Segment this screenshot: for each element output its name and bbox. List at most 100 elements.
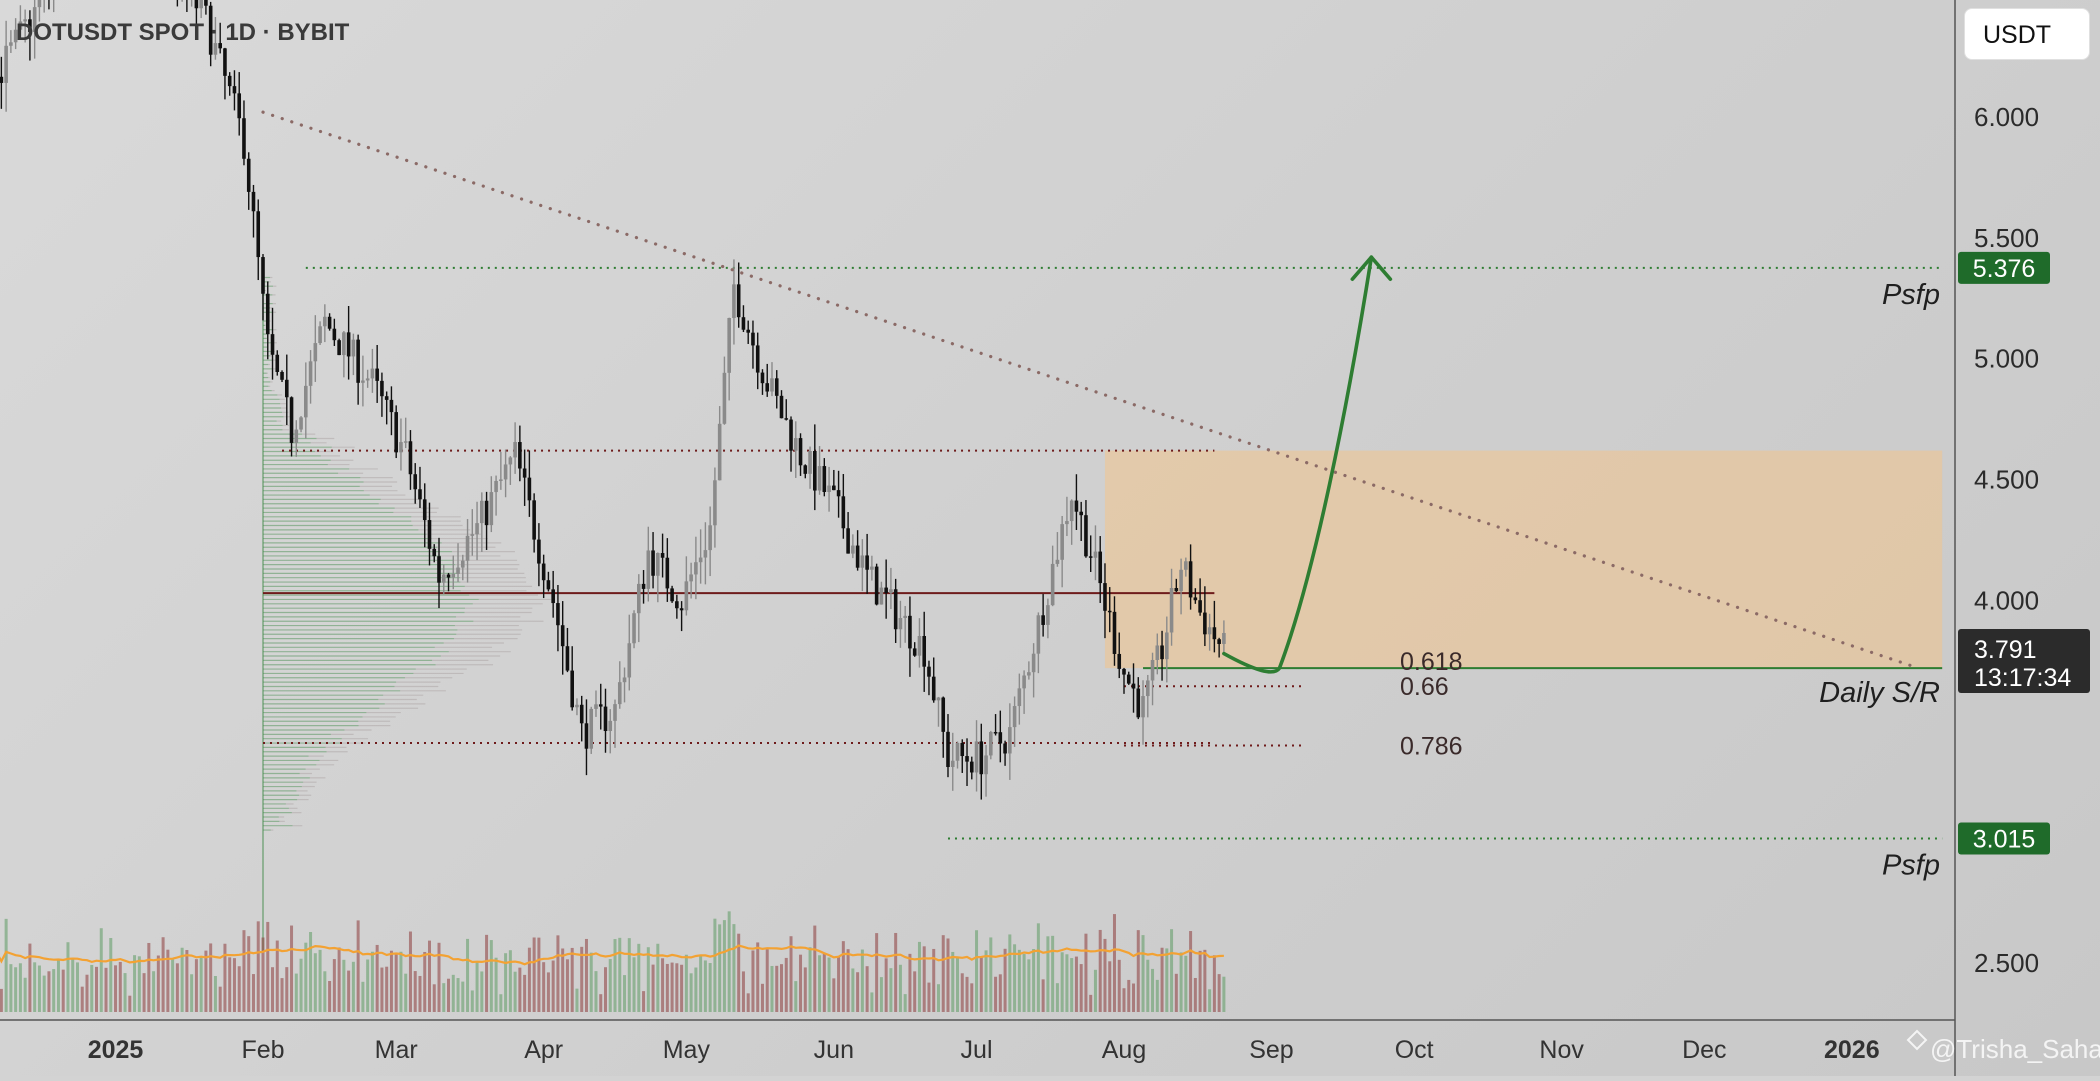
candle-body <box>832 485 836 491</box>
candle-body <box>879 587 884 605</box>
projection-arrow <box>1222 255 1374 674</box>
candle-body <box>779 395 784 419</box>
candle-body <box>413 474 418 490</box>
candle-body <box>1165 632 1169 660</box>
volume-bar <box>989 937 993 1012</box>
volume-bar <box>42 975 46 1012</box>
volume-bar <box>894 932 898 1012</box>
candle-body <box>675 601 679 609</box>
candle-body <box>774 378 779 396</box>
volume-bar <box>1036 923 1040 1012</box>
volume-bar <box>475 961 479 1012</box>
volume-bar <box>780 964 784 1012</box>
candle-body <box>1041 615 1045 625</box>
candle-body <box>418 489 422 500</box>
volume-bar <box>251 974 255 1012</box>
volume-bar <box>1136 930 1140 1012</box>
candle-body <box>332 328 337 341</box>
volume-bar <box>803 967 807 1012</box>
volume-bar <box>418 975 422 1012</box>
volume-bar <box>546 972 550 1012</box>
currency-button[interactable]: USDT <box>1964 8 2090 60</box>
volume-bar <box>1208 989 1212 1012</box>
volume-bar <box>1117 959 1121 1012</box>
price-badge-5.376: 5.376 <box>1958 251 2050 284</box>
candle-body <box>765 383 770 392</box>
candle-body <box>4 45 8 83</box>
candle-body <box>361 380 365 383</box>
volume-bar <box>218 986 222 1012</box>
volume-bar <box>623 975 627 1012</box>
volume-ma-line <box>0 944 1224 966</box>
candle-body <box>1008 727 1012 754</box>
volume-bar <box>1198 950 1202 1012</box>
candle-body <box>912 648 917 656</box>
candle-body <box>627 643 632 678</box>
price-tick-label: 5.000 <box>1974 344 2039 374</box>
volume-bar <box>570 947 574 1012</box>
candle-body <box>456 567 460 574</box>
candle-body <box>304 385 308 418</box>
volume-bar <box>694 967 698 1012</box>
volume-bar <box>299 958 303 1012</box>
candle-body <box>475 523 479 535</box>
volume-bar <box>561 948 565 1012</box>
volume-bar <box>1122 988 1126 1012</box>
zone-layer <box>1104 450 1943 669</box>
volume-bar <box>708 963 712 1012</box>
candle-body <box>384 396 389 400</box>
volume-bar <box>518 967 522 1012</box>
fib-label-0.618: 0.618 <box>1400 648 1463 676</box>
candle-body <box>793 438 798 451</box>
candle-body <box>760 372 765 384</box>
volume-bar <box>599 994 603 1012</box>
volume-bar <box>580 946 584 1012</box>
candle-body <box>370 368 375 379</box>
price-tick-label: 2.500 <box>1974 948 2039 978</box>
volume-bar <box>437 942 441 1012</box>
candle-body <box>751 332 755 346</box>
candle-body <box>32 7 37 32</box>
volume-bar <box>784 957 788 1012</box>
candle-body <box>798 438 803 466</box>
volume-bar <box>123 973 127 1012</box>
volume-bar <box>180 947 184 1012</box>
volume-bar <box>18 963 22 1012</box>
volume-bar <box>713 918 717 1012</box>
candle-body <box>375 368 379 381</box>
candle-body <box>522 468 527 478</box>
volume-bar <box>47 971 51 1012</box>
current-price-bg <box>1958 628 2090 693</box>
candle-body <box>1188 561 1193 598</box>
volume-bar <box>1041 979 1045 1012</box>
candle-body <box>546 580 551 590</box>
volume-bar <box>1179 952 1183 1012</box>
candle-body <box>622 677 627 683</box>
volume-bar <box>247 936 251 1012</box>
volume-bar <box>1098 929 1102 1012</box>
candle-body <box>917 636 922 656</box>
date-tick-label: Feb <box>241 1036 284 1064</box>
volume-bar <box>789 936 793 1012</box>
volume-bar <box>841 941 845 1012</box>
candle-body <box>18 21 23 30</box>
candle-body <box>532 500 536 540</box>
volume-bar <box>956 957 960 1012</box>
fib-label-0.786: 0.786 <box>1400 732 1463 760</box>
volume-bar <box>456 978 460 1012</box>
volume-bar <box>670 962 674 1012</box>
volume-bar <box>266 921 270 1012</box>
volume-bar <box>1141 935 1145 1012</box>
volume-bar <box>908 953 912 1012</box>
volume-bar <box>1017 949 1021 1012</box>
volume-bar <box>385 966 389 1012</box>
candle-body <box>427 520 432 549</box>
volume-bar <box>675 963 679 1012</box>
volume-bar <box>903 994 907 1012</box>
candle-body <box>451 573 456 578</box>
candle-body <box>727 318 731 373</box>
volume-bar <box>917 941 921 1012</box>
candle-body <box>351 339 356 357</box>
volume-bar <box>147 942 151 1012</box>
